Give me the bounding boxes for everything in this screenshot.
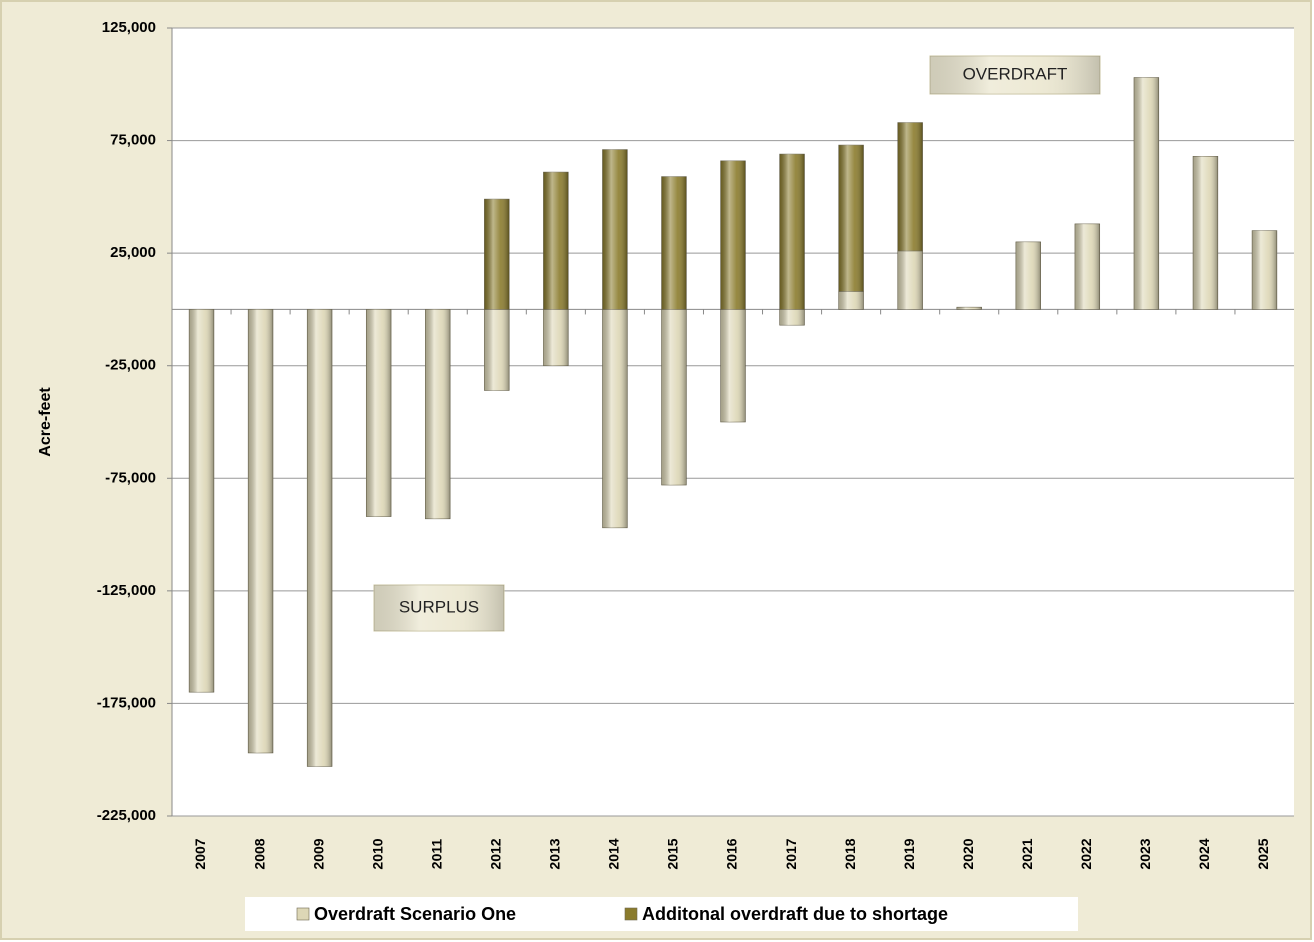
bar-gloss — [1015, 241, 1041, 310]
y-tick-label: -25,000 — [105, 357, 156, 374]
x-tick-label: 2008 — [251, 838, 267, 869]
x-tick-label: 2009 — [310, 838, 326, 869]
bar-gloss — [189, 309, 214, 693]
x-tick-label: 2007 — [192, 838, 208, 869]
y-axis-label: Acre-feet — [37, 387, 54, 457]
x-tick-label: 2020 — [960, 838, 976, 869]
legend-swatch — [624, 907, 638, 921]
x-tick-label: 2012 — [487, 838, 503, 869]
x-tick-label: 2014 — [606, 838, 622, 869]
x-tick-label: 2016 — [724, 838, 740, 869]
bar-gloss — [1252, 230, 1277, 310]
bar-gloss — [956, 307, 982, 310]
x-tick-label: 2013 — [547, 838, 563, 869]
bar-gloss — [543, 172, 569, 310]
bar-gloss — [838, 145, 864, 292]
x-tick-label: 2018 — [842, 838, 858, 869]
x-tick-label: 2023 — [1137, 838, 1153, 869]
y-tick-label: 75,000 — [110, 132, 156, 149]
bar-gloss — [779, 154, 805, 310]
legend-swatch — [296, 907, 310, 921]
bar-gloss — [1074, 223, 1100, 310]
bar-gloss — [720, 309, 746, 422]
bar-gloss — [838, 291, 864, 310]
legend — [245, 897, 1078, 931]
bar-gloss — [366, 309, 392, 517]
x-tick-label: 2022 — [1078, 838, 1094, 869]
y-tick-label: -75,000 — [105, 469, 156, 486]
annotation-gloss — [930, 56, 1100, 94]
y-tick-label: -175,000 — [97, 694, 156, 711]
x-tick-label: 2011 — [428, 839, 444, 870]
legend-label: Additonal overdraft due to shortage — [642, 904, 948, 924]
bar-gloss — [543, 309, 569, 366]
x-tick-label: 2024 — [1196, 838, 1212, 869]
bar-gloss — [779, 309, 805, 326]
y-tick-label: 25,000 — [110, 244, 156, 261]
x-tick-label: 2010 — [369, 838, 385, 869]
x-tick-label: 2017 — [783, 838, 799, 869]
x-tick-label: 2015 — [665, 838, 681, 869]
bar-gloss — [307, 309, 333, 767]
x-tick-label: 2025 — [1255, 838, 1271, 869]
y-tick-label: -125,000 — [97, 582, 156, 599]
annotation: OVERDRAFT — [963, 64, 1068, 83]
bar-gloss — [661, 176, 687, 310]
bar-gloss — [720, 160, 746, 310]
annotation: SURPLUS — [399, 597, 479, 616]
bar-gloss — [1193, 156, 1218, 310]
bar-gloss — [484, 309, 510, 391]
y-tick-label: -225,000 — [97, 807, 156, 824]
bar-gloss — [661, 309, 687, 486]
bar-gloss — [602, 149, 628, 310]
x-tick-label: 2021 — [1019, 838, 1035, 869]
bar-gloss — [425, 309, 451, 519]
bar-gloss — [484, 199, 510, 310]
annotation-gloss — [374, 585, 504, 631]
bar-gloss — [897, 122, 923, 251]
bar-gloss — [602, 309, 628, 528]
x-tick-label: 2019 — [901, 838, 917, 869]
bar-gloss — [248, 309, 273, 753]
legend-label: Overdraft Scenario One — [314, 904, 516, 924]
bar-gloss — [897, 250, 923, 310]
bar-gloss — [1133, 77, 1159, 310]
y-tick-label: 125,000 — [102, 19, 156, 36]
